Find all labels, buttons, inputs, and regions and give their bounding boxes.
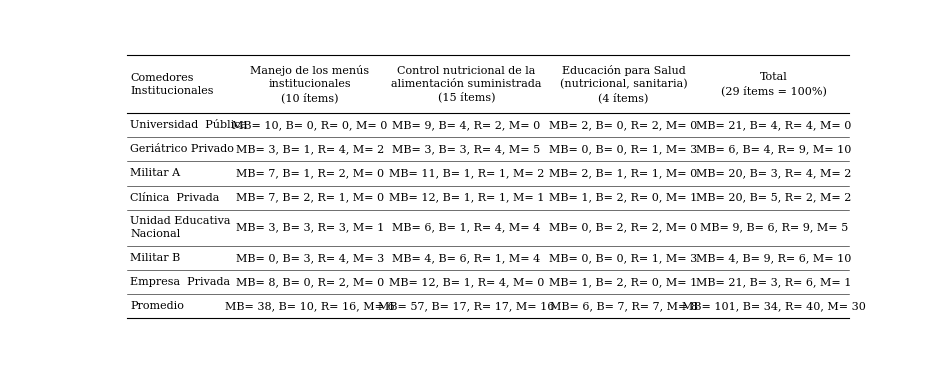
Text: MB= 101, B= 34, R= 40, M= 30: MB= 101, B= 34, R= 40, M= 30 — [682, 301, 866, 311]
Text: MB= 0, B= 3, R= 4, M= 3: MB= 0, B= 3, R= 4, M= 3 — [236, 253, 384, 263]
Text: MB= 12, B= 1, R= 4, M= 0: MB= 12, B= 1, R= 4, M= 0 — [389, 277, 545, 287]
Text: MB= 4, B= 6, R= 1, M= 4: MB= 4, B= 6, R= 1, M= 4 — [392, 253, 541, 263]
Text: MB= 10, B= 0, R= 0, M= 0: MB= 10, B= 0, R= 0, M= 0 — [232, 120, 387, 130]
Text: MB= 6, B= 4, R= 9, M= 10: MB= 6, B= 4, R= 9, M= 10 — [696, 144, 851, 155]
Text: MB= 2, B= 0, R= 2, M= 0: MB= 2, B= 0, R= 2, M= 0 — [549, 120, 698, 130]
Text: MB= 12, B= 1, R= 1, M= 1: MB= 12, B= 1, R= 1, M= 1 — [389, 193, 545, 203]
Text: Total
(29 ítems = 100%): Total (29 ítems = 100%) — [721, 72, 827, 96]
Text: MB= 9, B= 6, R= 9, M= 5: MB= 9, B= 6, R= 9, M= 5 — [700, 223, 849, 233]
Text: MB= 0, B= 0, R= 1, M= 3: MB= 0, B= 0, R= 1, M= 3 — [549, 253, 698, 263]
Text: Geriátrico Privado: Geriátrico Privado — [130, 144, 234, 155]
Text: Clínica  Privada: Clínica Privada — [130, 193, 220, 203]
Text: MB= 0, B= 0, R= 1, M= 3: MB= 0, B= 0, R= 1, M= 3 — [549, 144, 698, 155]
Text: MB= 2, B= 1, R= 1, M= 0: MB= 2, B= 1, R= 1, M= 0 — [549, 168, 698, 178]
Text: MB= 21, B= 4, R= 4, M= 0: MB= 21, B= 4, R= 4, M= 0 — [696, 120, 851, 130]
Text: Universidad  Pública: Universidad Pública — [130, 120, 247, 130]
Text: MB= 0, B= 2, R= 2, M= 0: MB= 0, B= 2, R= 2, M= 0 — [549, 223, 698, 233]
Text: MB= 3, B= 1, R= 4, M= 2: MB= 3, B= 1, R= 4, M= 2 — [236, 144, 384, 155]
Text: MB= 57, B= 17, R= 17, M= 16: MB= 57, B= 17, R= 17, M= 16 — [379, 301, 555, 311]
Text: Militar B: Militar B — [130, 253, 180, 263]
Text: MB= 6, B= 7, R= 7, M= 8: MB= 6, B= 7, R= 7, M= 8 — [549, 301, 698, 311]
Text: MB= 9, B= 4, R= 2, M= 0: MB= 9, B= 4, R= 2, M= 0 — [392, 120, 541, 130]
Text: MB= 21, B= 3, R= 6, M= 1: MB= 21, B= 3, R= 6, M= 1 — [696, 277, 851, 287]
Text: Educación para Salud
(nutricional, sanitaria)
(4 ítems): Educación para Salud (nutricional, sanit… — [560, 65, 688, 103]
Text: Unidad Educativa
Nacional: Unidad Educativa Nacional — [130, 216, 231, 239]
Text: MB= 11, B= 1, R= 1, M= 2: MB= 11, B= 1, R= 1, M= 2 — [389, 168, 545, 178]
Text: Comedores
Institucionales: Comedores Institucionales — [130, 73, 214, 96]
Text: Manejo de los menús
institucionales
(10 ítems): Manejo de los menús institucionales (10 … — [250, 65, 369, 103]
Text: Promedio: Promedio — [130, 301, 184, 311]
Text: MB= 20, B= 3, R= 4, M= 2: MB= 20, B= 3, R= 4, M= 2 — [696, 168, 851, 178]
Text: MB= 4, B= 9, R= 6, M= 10: MB= 4, B= 9, R= 6, M= 10 — [696, 253, 851, 263]
Text: Control nutricional de la
alimentación suministrada
(15 ítems): Control nutricional de la alimentación s… — [391, 66, 542, 102]
Text: MB= 8, B= 0, R= 2, M= 0: MB= 8, B= 0, R= 2, M= 0 — [236, 277, 384, 287]
Text: MB= 7, B= 2, R= 1, M= 0: MB= 7, B= 2, R= 1, M= 0 — [236, 193, 384, 203]
Text: MB= 1, B= 2, R= 0, M= 1: MB= 1, B= 2, R= 0, M= 1 — [549, 277, 698, 287]
Text: MB= 20, B= 5, R= 2, M= 2: MB= 20, B= 5, R= 2, M= 2 — [696, 193, 851, 203]
Text: MB= 1, B= 2, R= 0, M= 1: MB= 1, B= 2, R= 0, M= 1 — [549, 193, 698, 203]
Text: MB= 6, B= 1, R= 4, M= 4: MB= 6, B= 1, R= 4, M= 4 — [392, 223, 541, 233]
Text: MB= 38, B= 10, R= 16, M= 6: MB= 38, B= 10, R= 16, M= 6 — [224, 301, 395, 311]
Text: MB= 3, B= 3, R= 4, M= 5: MB= 3, B= 3, R= 4, M= 5 — [392, 144, 541, 155]
Text: Militar A: Militar A — [130, 168, 180, 178]
Text: MB= 3, B= 3, R= 3, M= 1: MB= 3, B= 3, R= 3, M= 1 — [236, 223, 384, 233]
Text: Empresa  Privada: Empresa Privada — [130, 277, 230, 287]
Text: MB= 7, B= 1, R= 2, M= 0: MB= 7, B= 1, R= 2, M= 0 — [236, 168, 384, 178]
